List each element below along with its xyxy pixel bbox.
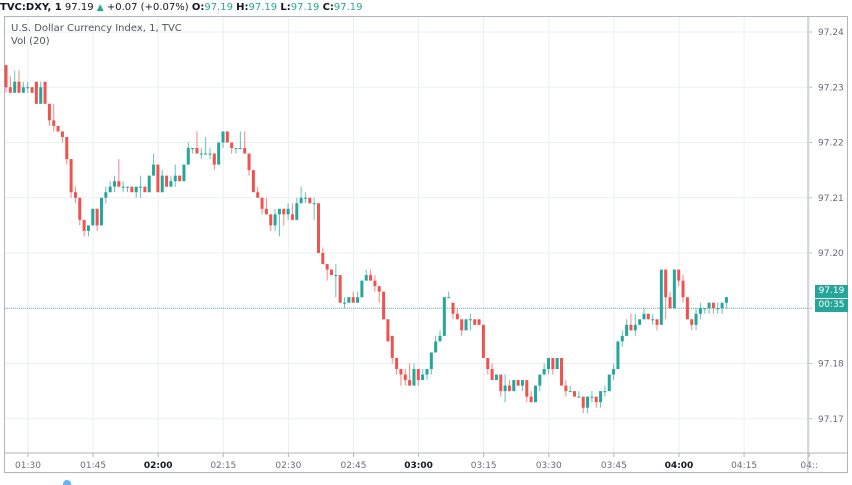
chart-frame [4, 16, 848, 473]
time-axis-label: 01:45 [80, 461, 106, 471]
price-axis-label: 97.18 [818, 360, 844, 370]
price-axis-label: 97.21 [818, 194, 844, 204]
price-axis-label: 97.23 [818, 83, 844, 93]
time-axis-label: 04:15 [731, 461, 757, 471]
low-value: 97.19 [290, 2, 320, 13]
price-change: +0.07 (+0.07%) [106, 2, 189, 13]
time-axis-label: 01:30 [15, 461, 41, 471]
symbol-name[interactable]: TVC:DXY, 1 [0, 2, 62, 13]
time-axis-label: 02:15 [210, 461, 236, 471]
close-label: C: [322, 2, 334, 13]
close-value: 97.19 [333, 2, 363, 13]
series-title[interactable]: U.S. Dollar Currency Index, 1, TVC [11, 23, 182, 34]
price-axis-label: 97.20 [818, 249, 844, 259]
price-axis-label: 97.24 [818, 28, 844, 38]
time-axis-label: 04:: [800, 461, 818, 471]
high-label: H: [236, 2, 249, 13]
high-value: 97.19 [248, 2, 278, 13]
last-price: 97.19 [64, 2, 94, 13]
price-axis-label: 97.22 [818, 139, 844, 149]
time-axis-label: 03:00 [404, 461, 433, 471]
time-axis-label: 04:00 [665, 461, 694, 471]
bar-countdown-tag: 00:35 [815, 299, 848, 312]
open-value: 97.19 [204, 2, 233, 13]
chart-legend: U.S. Dollar Currency Index, 1, TVC Vol (… [11, 22, 182, 48]
open-label: O: [191, 2, 205, 13]
loading-indicator-icon [63, 480, 71, 485]
time-axis-label: 03:30 [536, 461, 562, 471]
time-axis-label: 03:45 [601, 461, 627, 471]
up-arrow-icon: ▲ [96, 3, 104, 13]
time-axis-label: 02:45 [341, 461, 367, 471]
price-axis-label: 97.17 [818, 415, 844, 425]
time-axis-label: 02:00 [144, 461, 173, 471]
symbol-header: TVC:DXY, 1 97.19 ▲ +0.07 (+0.07%) O:97.1… [0, 0, 852, 16]
time-axis-label: 03:15 [471, 461, 497, 471]
low-label: L: [280, 2, 291, 13]
current-price-tag: 97.19 [815, 285, 848, 298]
volume-indicator-label[interactable]: Vol (20) [11, 36, 50, 47]
time-axis-label: 02:30 [275, 461, 301, 471]
